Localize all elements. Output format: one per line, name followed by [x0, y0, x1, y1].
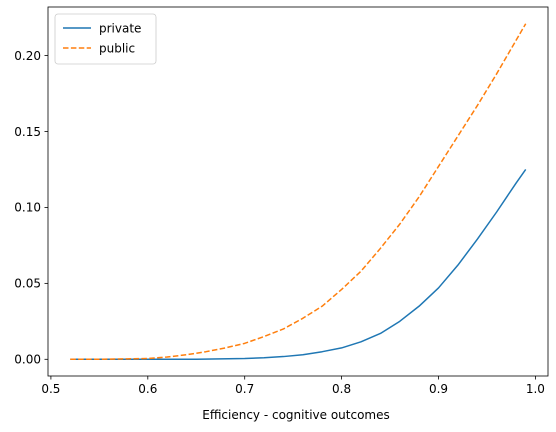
y-tick-label: 0.20: [14, 49, 41, 63]
y-tick-label: 0.00: [14, 353, 41, 367]
axes-border: [47, 6, 549, 377]
y-tick-label: 0.05: [14, 277, 41, 291]
y-tick-label: 0.10: [14, 201, 41, 215]
series-line-private: [70, 169, 527, 361]
axes-frame: [47, 6, 549, 377]
x-tick-label: 0.6: [138, 382, 157, 396]
legend-label-public: public: [99, 41, 135, 55]
x-tick-label: 1.0: [526, 382, 545, 396]
legend-box: [54, 13, 157, 65]
x-tick-label: 0.9: [429, 382, 448, 396]
plot-background: [48, 7, 548, 376]
y-tick-label: 0.15: [14, 125, 41, 139]
legend: private public: [54, 13, 157, 65]
x-axis: 0.5 0.6 0.7 0.8 0.9 1.0: [41, 376, 545, 396]
plot-area: [48, 7, 548, 376]
x-tick-label: 0.8: [332, 382, 351, 396]
series-layer: [70, 23, 527, 361]
x-axis-label: Efficiency - cognitive outcomes: [202, 408, 390, 422]
x-tick-label: 0.5: [41, 382, 60, 396]
legend-label-private: private: [99, 21, 141, 35]
y-axis: 0.00 0.05 0.10 0.15 0.20: [14, 49, 48, 367]
x-tick-label: 0.7: [235, 382, 254, 396]
series-line-public: [70, 23, 527, 361]
